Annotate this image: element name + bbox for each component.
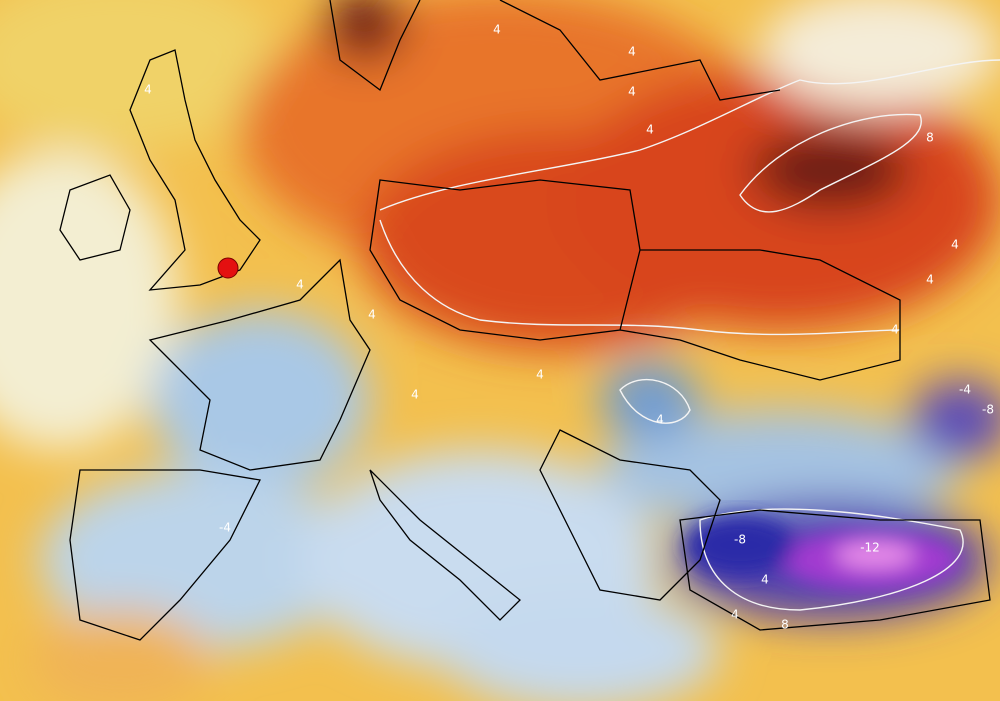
contour-label: 4 [536, 368, 544, 382]
coastlines [59, 0, 991, 641]
contour-label: 4 [296, 278, 304, 292]
contour-label: 4 [144, 83, 152, 97]
isotherms [379, 59, 1000, 611]
contour-label: -12 [860, 541, 880, 555]
contour-label: 8 [926, 131, 934, 145]
anomaly-core [685, 515, 960, 590]
contour-label: 4 [731, 608, 739, 622]
contour-label: 4 [411, 388, 419, 402]
contour-label: 4 [926, 273, 934, 287]
contour-label: 4 [628, 45, 636, 59]
contour-label: -4 [959, 383, 971, 397]
contour-label: 4 [891, 323, 899, 337]
contour-label: 4 [646, 123, 654, 137]
contour-label: -4 [219, 521, 231, 535]
contour-label: 4 [656, 413, 664, 427]
contour-label: 4 [761, 573, 769, 587]
contour-label: 4 [951, 238, 959, 252]
contour-label: 8 [781, 618, 789, 632]
contour-label: -8 [982, 403, 994, 417]
contour-labels: 4 4 4 4 4 8 4 4 4 4 4 4 4 4 -4 -8 -4 -8 … [144, 23, 994, 632]
contour-label: 4 [628, 85, 636, 99]
contour-label: -8 [734, 533, 746, 547]
contour-label: 4 [368, 308, 376, 322]
contour-label: 4 [493, 23, 501, 37]
location-marker [217, 257, 239, 279]
